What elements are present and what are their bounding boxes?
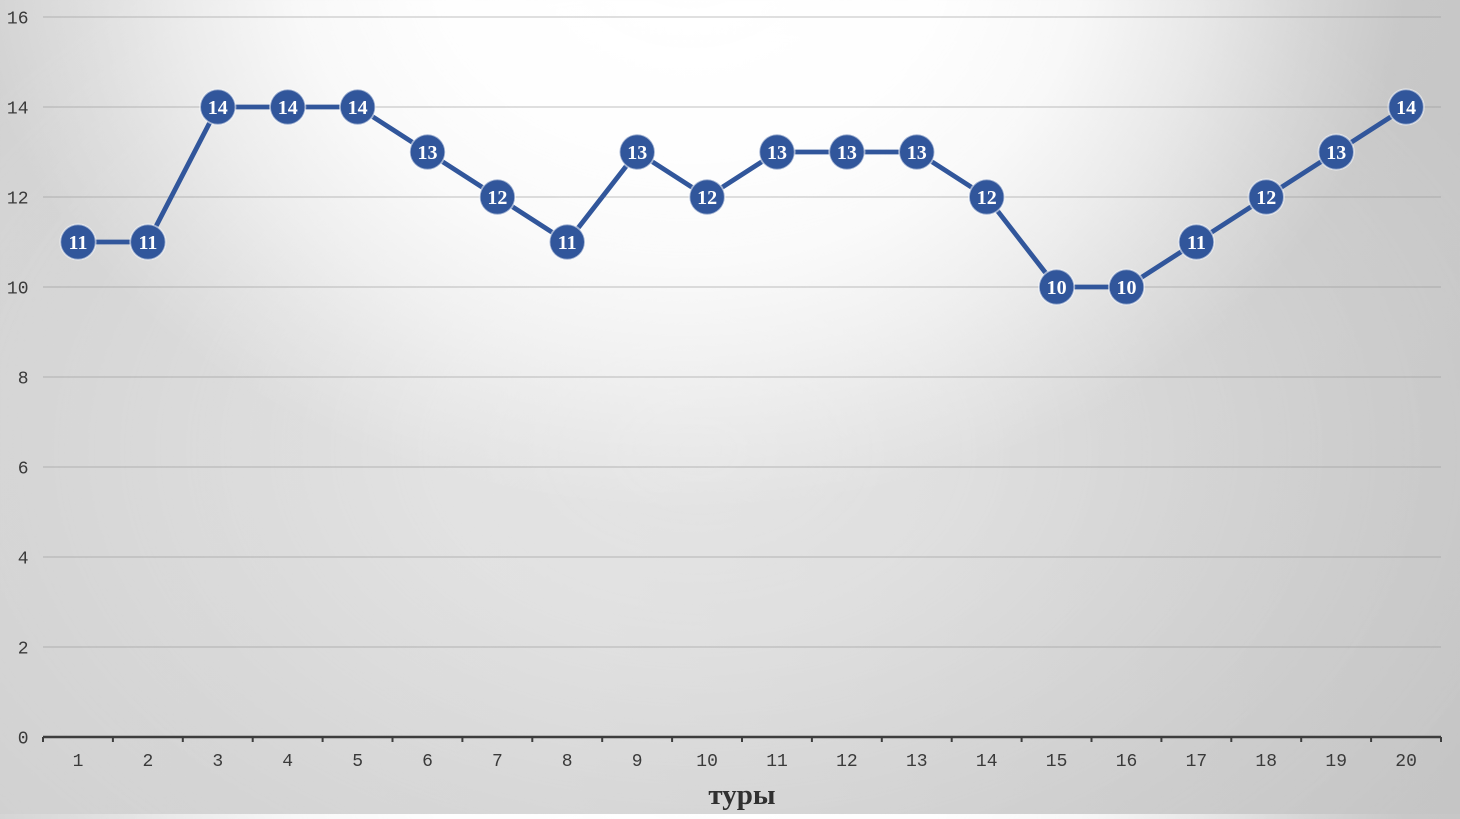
svg-text:16: 16 [1116, 752, 1138, 772]
svg-text:13: 13 [767, 142, 787, 164]
svg-text:2: 2 [142, 752, 153, 772]
svg-text:10: 10 [1047, 277, 1067, 299]
svg-text:11: 11 [1187, 232, 1206, 254]
svg-text:14: 14 [278, 97, 298, 119]
svg-text:19: 19 [1325, 752, 1347, 772]
svg-text:12: 12 [977, 187, 997, 209]
svg-text:1: 1 [73, 752, 84, 772]
svg-text:12: 12 [487, 187, 507, 209]
svg-text:16: 16 [7, 9, 29, 29]
svg-text:11: 11 [558, 232, 577, 254]
svg-text:15: 15 [1046, 752, 1068, 772]
svg-text:9: 9 [632, 752, 643, 772]
svg-text:13: 13 [418, 142, 438, 164]
svg-text:7: 7 [492, 752, 503, 772]
svg-text:2: 2 [18, 639, 29, 659]
svg-text:8: 8 [18, 369, 29, 389]
svg-text:10: 10 [7, 279, 29, 299]
svg-text:5: 5 [352, 752, 363, 772]
svg-text:12: 12 [1256, 187, 1276, 209]
svg-text:4: 4 [18, 549, 29, 569]
svg-text:17: 17 [1186, 752, 1208, 772]
svg-text:10: 10 [696, 752, 718, 772]
svg-text:8: 8 [562, 752, 573, 772]
svg-text:14: 14 [976, 752, 998, 772]
svg-text:10: 10 [1117, 277, 1137, 299]
svg-text:4: 4 [282, 752, 293, 772]
svg-text:12: 12 [697, 187, 717, 209]
svg-text:11: 11 [138, 232, 157, 254]
svg-text:14: 14 [7, 99, 29, 119]
svg-text:13: 13 [906, 752, 928, 772]
svg-text:13: 13 [627, 142, 647, 164]
svg-text:0: 0 [18, 729, 29, 749]
svg-text:18: 18 [1255, 752, 1277, 772]
svg-text:13: 13 [837, 142, 857, 164]
svg-text:14: 14 [208, 97, 228, 119]
svg-text:6: 6 [422, 752, 433, 772]
svg-text:11: 11 [69, 232, 88, 254]
svg-text:3: 3 [212, 752, 223, 772]
svg-text:туры: туры [708, 779, 775, 811]
svg-text:14: 14 [348, 97, 368, 119]
svg-text:14: 14 [1396, 97, 1416, 119]
svg-text:12: 12 [7, 189, 29, 209]
svg-text:13: 13 [907, 142, 927, 164]
svg-text:13: 13 [1326, 142, 1346, 164]
svg-text:6: 6 [18, 459, 29, 479]
svg-text:20: 20 [1395, 752, 1417, 772]
svg-text:12: 12 [836, 752, 858, 772]
svg-text:11: 11 [766, 752, 788, 772]
